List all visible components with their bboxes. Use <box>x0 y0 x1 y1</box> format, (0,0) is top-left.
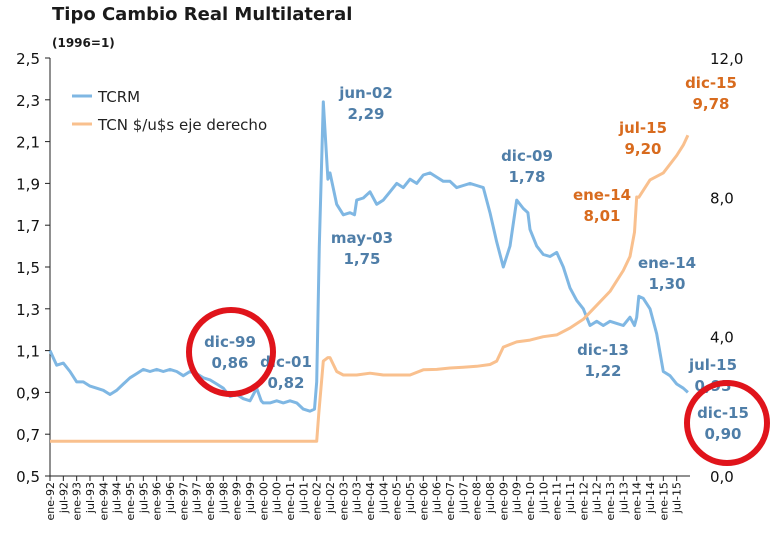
x-tick-label: jul-04 <box>377 482 390 514</box>
x-tick-label: jul-99 <box>244 482 257 514</box>
x-tick-label: jul-95 <box>137 482 150 514</box>
y-right-tick-label: 12,0 <box>710 50 743 68</box>
x-tick-label: jul-15 <box>671 482 684 514</box>
annotation-value: 1,78 <box>508 168 545 186</box>
x-tick-label: jul-11 <box>564 482 577 514</box>
x-tick-label: jul-02 <box>324 482 337 514</box>
annotation-value: 1,30 <box>648 275 685 293</box>
y-left-tick-label: 2,3 <box>16 92 40 110</box>
x-tick-label: ene-97 <box>177 482 190 520</box>
annotation-label: dic-09 <box>501 147 553 165</box>
x-tick-label: jul-03 <box>351 482 364 514</box>
annotation-value: 9,20 <box>624 140 661 158</box>
annotation-value: 1,22 <box>584 362 621 380</box>
x-tick-label: jul-05 <box>404 482 417 514</box>
y-right-tick-label: 0,0 <box>710 468 734 486</box>
annotation-value: 1,75 <box>343 250 380 268</box>
x-tick-label: ene-99 <box>231 482 244 520</box>
x-tick-label: ene-13 <box>604 482 617 520</box>
y-left-tick-label: 1,7 <box>16 217 40 235</box>
x-tick-label: ene-92 <box>44 482 57 520</box>
tcrm-series-line <box>48 100 689 413</box>
x-tick-label: ene-02 <box>311 482 324 520</box>
x-tick-label: ene-14 <box>631 482 644 520</box>
x-tick-label: ene-00 <box>257 482 270 520</box>
y-left-tick-label: 0,9 <box>16 384 40 402</box>
x-tick-label: ene-09 <box>497 482 510 520</box>
x-tick-label: jul-01 <box>297 482 310 514</box>
legend-tcrm-label: TCRM <box>97 88 140 106</box>
x-tick-label: ene-12 <box>577 482 590 520</box>
y-right-tick-label: 4,0 <box>710 329 734 347</box>
annotation-value: 9,78 <box>692 95 729 113</box>
y-left-tick-label: 2,5 <box>16 50 40 68</box>
x-tick-label: jul-14 <box>644 482 657 514</box>
x-tick-label: ene-08 <box>471 482 484 520</box>
annotation-label: ene-14 <box>573 186 631 204</box>
x-tick-label: jul-97 <box>191 482 204 514</box>
y-left-tick-label: 1,3 <box>16 301 40 319</box>
y-left-tick-label: 1,5 <box>16 259 40 277</box>
x-tick-label: jul-94 <box>111 482 124 514</box>
y-left-tick-label: 1,9 <box>16 175 40 193</box>
x-tick-label: jul-08 <box>484 482 497 514</box>
annotation-label: ene-14 <box>638 254 696 272</box>
x-tick-label: jul-98 <box>217 482 230 514</box>
x-tick-label: jul-10 <box>537 482 550 514</box>
x-tick-label: ene-15 <box>657 482 670 520</box>
x-tick-label: jul-06 <box>431 482 444 514</box>
annotation-value: 0,90 <box>704 425 741 443</box>
x-tick-label: jul-96 <box>164 482 177 514</box>
x-tick-label: jul-92 <box>57 482 70 514</box>
annotation-label: dic-13 <box>577 341 629 359</box>
x-tick-label: jul-07 <box>457 482 470 514</box>
x-tick-label: jul-00 <box>271 482 284 514</box>
x-tick-label: ene-11 <box>551 482 564 520</box>
annotation-value: 0,86 <box>211 354 248 372</box>
annotation-label: dic-15 <box>685 74 737 92</box>
x-tick-label: ene-96 <box>151 482 164 520</box>
annotation-label: jul-15 <box>618 119 667 137</box>
y-left-tick-label: 0,5 <box>16 468 40 486</box>
x-tick-label: ene-01 <box>284 482 297 520</box>
x-tick-label: ene-98 <box>204 482 217 520</box>
annotation-label: dic-99 <box>204 333 256 351</box>
x-tick-label: jul-13 <box>617 482 630 514</box>
x-tick-label: ene-04 <box>364 482 377 520</box>
x-tick-label: ene-05 <box>391 482 404 520</box>
highlight-circle-dic-99 <box>186 307 276 397</box>
highlight-circle-dic-15 <box>684 380 770 466</box>
x-tick-label: ene-10 <box>524 482 537 520</box>
legend-tcn-label: TCN $/u$s eje derecho <box>97 116 267 134</box>
x-tick-label: ene-03 <box>337 482 350 520</box>
annotation-label: dic-15 <box>697 404 749 422</box>
tcn-series-line <box>50 134 690 443</box>
x-tick-label: ene-93 <box>71 482 84 520</box>
y-right-tick-label: 8,0 <box>710 189 734 207</box>
x-tick-label: ene-06 <box>417 482 430 520</box>
annotation-label: may-03 <box>331 229 393 247</box>
annotation-value: 0,82 <box>267 374 304 392</box>
annotation-value: 2,29 <box>347 105 384 123</box>
x-tick-label: ene-95 <box>124 482 137 520</box>
chart-subtitle: (1996=1) <box>52 36 115 50</box>
y-left-tick-label: 0,7 <box>16 426 40 444</box>
x-tick-label: jul-09 <box>511 482 524 514</box>
annotation-value: 8,01 <box>583 207 620 225</box>
x-tick-label: ene-94 <box>97 482 110 520</box>
annotation-label: jul-15 <box>688 356 737 374</box>
x-tick-label: jul-12 <box>591 482 604 514</box>
y-left-tick-label: 2,1 <box>16 134 40 152</box>
chart-title: Tipo Cambio Real Multilateral <box>52 4 353 25</box>
y-left-tick-label: 1,1 <box>16 343 40 361</box>
x-tick-label: jul-93 <box>84 482 97 514</box>
x-tick-label: ene-07 <box>444 482 457 520</box>
annotation-label: jun-02 <box>338 84 393 102</box>
